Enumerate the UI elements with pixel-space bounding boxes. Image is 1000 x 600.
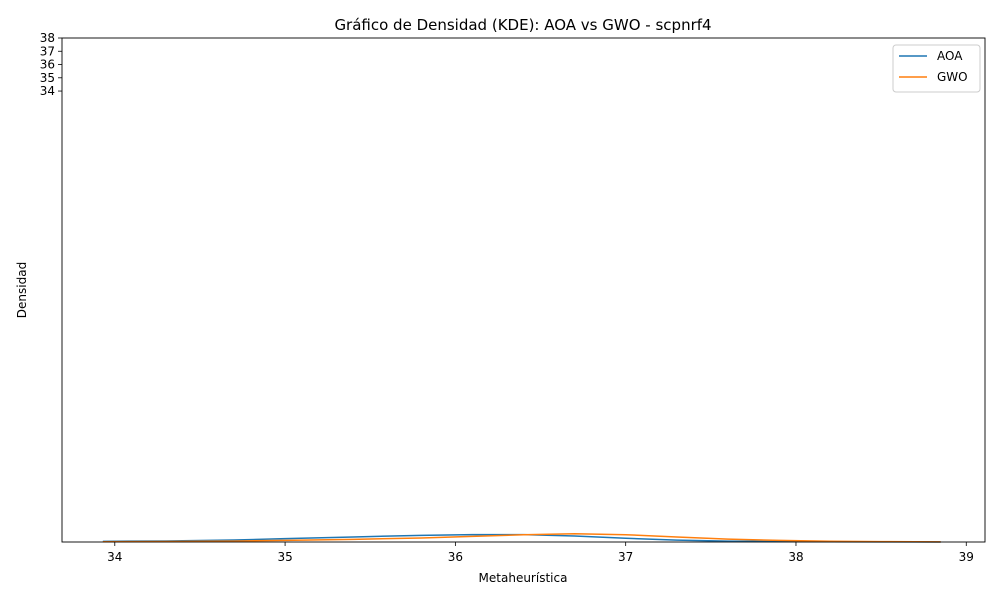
x-tick-label: 37 — [618, 550, 633, 564]
series-line-gwo — [102, 533, 941, 543]
y-axis-label: Densidad — [15, 262, 29, 318]
x-tick-label: 34 — [107, 550, 122, 564]
x-axis-label: Metaheurística — [479, 571, 568, 585]
legend-label-gwo: GWO — [937, 70, 968, 84]
x-tick-label: 39 — [959, 550, 974, 564]
axes-frame — [61, 37, 986, 543]
plot-area — [61, 37, 986, 543]
x-axis-ticks: 34 35 36 37 38 39 — [107, 542, 974, 564]
y-tick-label: 34 — [40, 84, 55, 98]
legend: AOA GWO — [892, 44, 981, 93]
x-tick-label: 35 — [277, 550, 292, 564]
chart-title: Gráfico de Densidad (KDE): AOA vs GWO - … — [334, 16, 711, 34]
y-tick-label: 37 — [40, 44, 55, 58]
y-tick-label: 35 — [40, 71, 55, 85]
legend-label-aoa: AOA — [937, 49, 963, 63]
y-tick-label: 38 — [40, 31, 55, 45]
x-tick-label: 36 — [448, 550, 463, 564]
y-tick-label: 36 — [40, 58, 55, 72]
x-tick-label: 38 — [788, 550, 803, 564]
